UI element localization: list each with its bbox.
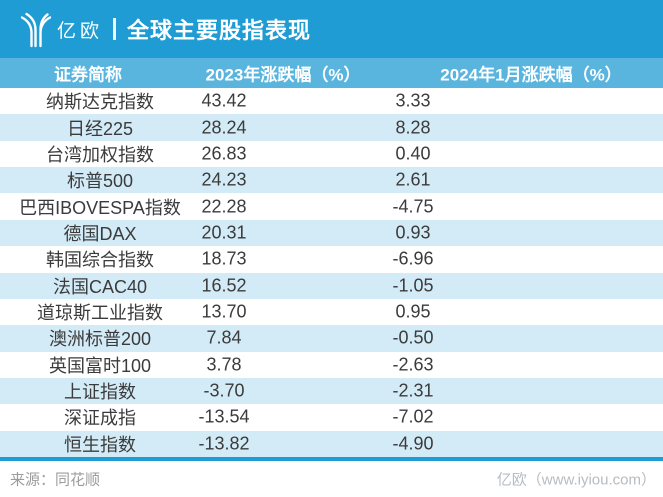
change-2023: 22.28 [201, 196, 247, 217]
index-name: 台湾加权指数 [46, 144, 154, 165]
index-name: 恒生指数 [64, 434, 136, 455]
index-name: 日经225 [66, 118, 134, 139]
banner-vertical-divider [113, 18, 117, 40]
index-name: 德国DAX [63, 223, 137, 244]
index-name: 上证指数 [64, 382, 136, 403]
table-row: 日经225 28.24 8.28 [0, 114, 663, 141]
table-row: 深证成指 -13.54 -7.02 [0, 404, 663, 431]
change-2023: 13.70 [201, 301, 247, 322]
column-header-jan-2024-change: 2024年1月涨跌幅（%） [440, 65, 622, 85]
change-jan-2024: -0.50 [392, 327, 434, 348]
table-row: 纳斯达克指数 43.42 3.33 [0, 88, 663, 115]
data-source-label: 来源：同花顺 [10, 471, 101, 489]
change-jan-2024: 8.28 [395, 117, 431, 138]
footer: 来源：同花顺 亿欧（www.iyiou.com） [0, 461, 663, 497]
change-2023: -13.54 [198, 406, 250, 427]
index-name: 澳洲标普200 [48, 329, 152, 350]
change-jan-2024: 0.40 [395, 143, 431, 164]
index-name: 法国CAC40 [52, 276, 148, 297]
index-name: 英国富时100 [48, 355, 152, 376]
change-jan-2024: -2.31 [392, 380, 434, 401]
table-row: 韩国综合指数 18.73 -6.96 [0, 246, 663, 273]
change-2023: 7.84 [206, 327, 242, 348]
table-row: 恒生指数 -13.82 -4.90 [0, 430, 663, 458]
change-jan-2024: -2.63 [392, 354, 434, 375]
index-name: 巴西IBOVESPA指数 [19, 197, 181, 218]
index-name: 标普500 [66, 171, 134, 192]
change-2023: 26.83 [201, 143, 247, 164]
table-body: 纳斯达克指数 43.42 3.33 日经225 28.24 8.28 台湾加权指… [0, 88, 663, 458]
table-row: 标普500 24.23 2.61 [0, 167, 663, 194]
iyiou-y-logo-icon [20, 12, 52, 47]
change-jan-2024: -7.02 [392, 406, 434, 427]
column-header-security-name: 证券简称 [54, 65, 122, 85]
table-row: 上证指数 -3.70 -2.31 [0, 377, 663, 405]
table-row: 德国DAX 20.31 0.93 [0, 219, 663, 247]
brand-name-label: 亿欧 [57, 20, 104, 42]
change-jan-2024: -6.96 [392, 248, 434, 269]
change-2023: -3.70 [203, 380, 245, 401]
index-name: 韩国综合指数 [46, 250, 154, 271]
change-jan-2024: 0.95 [395, 301, 431, 322]
change-2023: 16.52 [201, 275, 247, 296]
index-name: 深证成指 [64, 408, 136, 429]
table-row: 法国CAC40 16.52 -1.05 [0, 272, 663, 299]
table-row: 道琼斯工业指数 13.70 0.95 [0, 298, 663, 326]
change-jan-2024: -1.05 [392, 275, 434, 296]
page-title: 全球主要股指表现 [127, 18, 312, 43]
change-2023: 18.73 [201, 248, 247, 269]
index-name: 道琼斯工业指数 [37, 303, 163, 324]
change-2023: -13.82 [198, 433, 250, 454]
change-jan-2024: -4.75 [392, 196, 434, 217]
table-row: 英国富时100 3.78 -2.63 [0, 351, 663, 378]
change-2023: 28.24 [201, 117, 247, 138]
site-credit-label: 亿欧（www.iyiou.com） [496, 471, 656, 489]
change-jan-2024: 3.33 [395, 90, 431, 111]
change-jan-2024: 2.61 [395, 169, 431, 190]
table-row: 巴西IBOVESPA指数 22.28 -4.75 [0, 193, 663, 220]
change-jan-2024: -4.90 [392, 433, 434, 454]
change-2023: 24.23 [201, 169, 247, 190]
change-2023: 43.42 [201, 90, 247, 111]
table-row: 澳洲标普200 7.84 -0.50 [0, 325, 663, 352]
change-jan-2024: 0.93 [395, 222, 431, 243]
brand-logo: 亿欧 [19, 11, 103, 48]
bottom-divider-rule [0, 457, 663, 461]
top-banner: 亿欧 全球主要股指表现 [0, 0, 663, 58]
table-header-row: 证券简称 2023年涨跌幅（%） 2024年1月涨跌幅（%） [0, 58, 663, 88]
change-2023: 20.31 [201, 222, 247, 243]
change-2023: 3.78 [206, 354, 242, 375]
index-name: 纳斯达克指数 [46, 92, 154, 113]
table-row: 台湾加权指数 26.83 0.40 [0, 140, 663, 168]
column-header-2023-change: 2023年涨跌幅（%） [205, 65, 361, 85]
